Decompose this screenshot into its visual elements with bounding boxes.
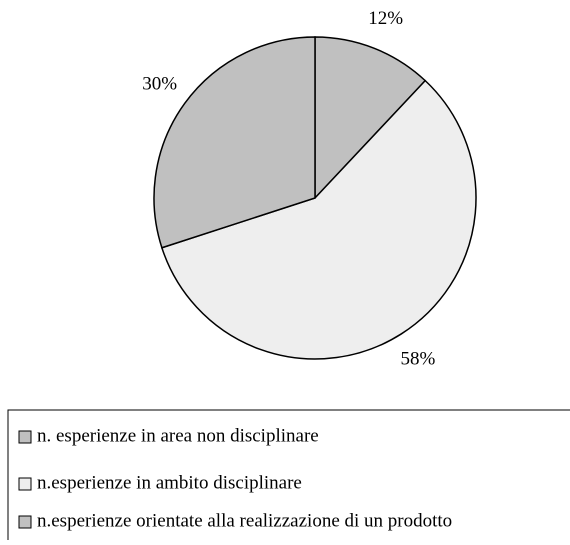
- pie-slice: [153, 36, 316, 249]
- legend-swatch: [18, 515, 32, 529]
- slice-label: 58%: [400, 348, 435, 369]
- pie-slice: [160, 79, 477, 360]
- legend-label: n.esperienze orientate alla realizzazion…: [37, 510, 452, 531]
- slice-label: 30%: [142, 74, 177, 95]
- legend-label: n. esperienze in area non disciplinare: [37, 425, 319, 446]
- legend-label: n.esperienze in ambito disciplinare: [37, 472, 302, 493]
- legend-swatch: [18, 430, 32, 444]
- legend-box: [7, 409, 570, 545]
- slice-label: 12%: [368, 8, 403, 29]
- legend-swatch: [18, 477, 32, 491]
- pie-slice: [314, 36, 427, 200]
